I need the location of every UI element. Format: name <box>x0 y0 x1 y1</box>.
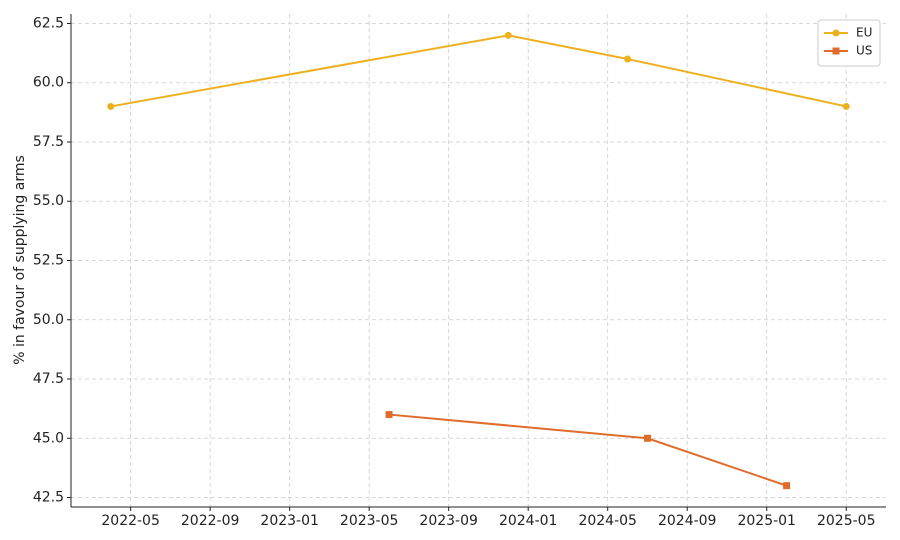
x-tick-label: 2022-05 <box>101 513 160 529</box>
y-tick-label: 52.5 <box>33 253 64 269</box>
y-tick-label: 45.0 <box>33 430 64 446</box>
y-tick-label: 47.5 <box>33 371 64 387</box>
y-tick-label: 60.0 <box>33 75 64 91</box>
line <box>110 34 847 108</box>
marker <box>624 55 632 63</box>
x-tick-label: 2025-05 <box>817 513 876 529</box>
x-tick-label: 2023-05 <box>340 513 399 529</box>
y-tick-label: 57.5 <box>33 134 64 150</box>
x-tick-label: 2024-05 <box>578 513 637 529</box>
marker <box>643 434 651 442</box>
x-tick-label: 2025-01 <box>737 513 796 529</box>
x-tick-label: 2024-09 <box>658 513 717 529</box>
x-tick-label: 2023-01 <box>260 513 319 529</box>
marker <box>832 29 840 37</box>
marker <box>842 102 850 110</box>
y-axis-label: % in favour of supplying arms <box>12 155 28 365</box>
marker <box>385 411 393 419</box>
y-tick-label: 50.0 <box>33 312 64 328</box>
marker <box>107 102 115 110</box>
legend-label: EU <box>856 26 872 40</box>
y-tick-label: 42.5 <box>33 490 64 506</box>
marker <box>832 47 840 55</box>
marker <box>504 31 512 39</box>
y-tick-label: 62.5 <box>33 15 64 31</box>
legend-label: US <box>856 44 872 58</box>
x-tick-label: 2023-09 <box>419 513 478 529</box>
x-tick-label: 2022-09 <box>181 513 240 529</box>
marker <box>783 482 791 490</box>
x-tick-label: 2024-01 <box>499 513 558 529</box>
y-tick-label: 55.0 <box>33 193 64 209</box>
